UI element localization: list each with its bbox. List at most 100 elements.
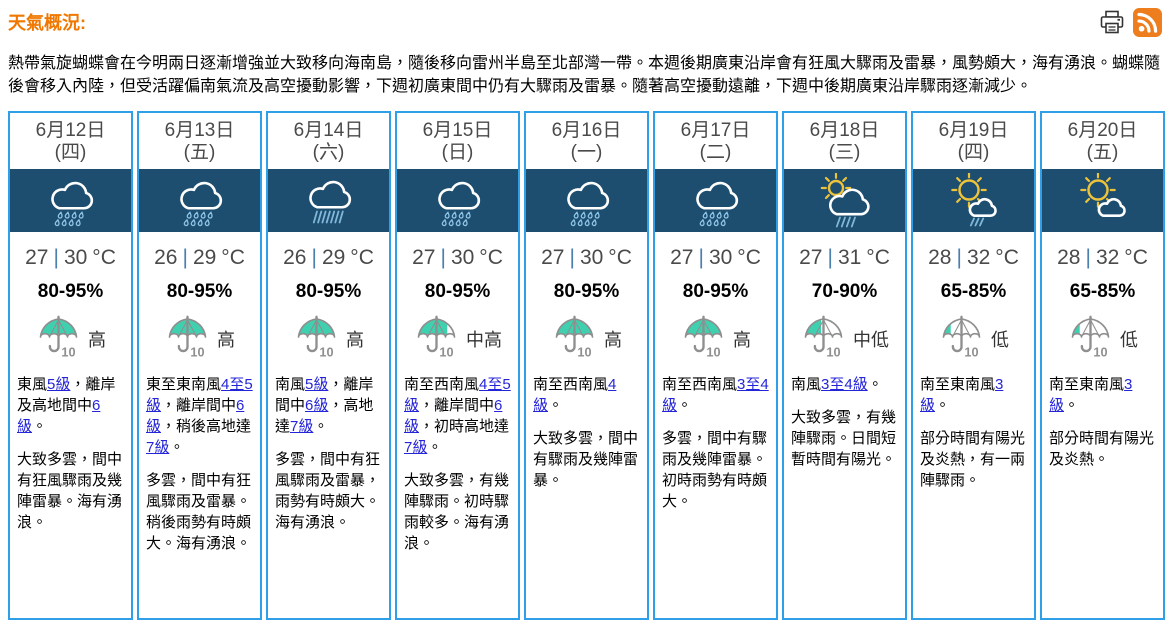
- psr-umbrella-icon: 10: [800, 314, 847, 364]
- wind-forecast: 南風3至4級。: [791, 376, 883, 393]
- weather-forecast: 大致多雲，有幾陣驟雨。初時驟雨較多。海有湧浪。: [404, 472, 510, 552]
- page: 天氣概況: 熱帶氣旋: [8, 6, 1165, 620]
- weather-forecast: 多雲，間中有狂風驟雨及雷暴，雨勢有時頗大。海有湧浪。: [275, 451, 381, 531]
- humidity-range: 70-90%: [811, 281, 878, 302]
- psr-umbrella-icon: 10: [35, 314, 82, 364]
- svg-text:10: 10: [826, 345, 840, 359]
- psr-row: 10 中高: [397, 313, 518, 365]
- psr-umbrella-icon: 10: [1067, 314, 1114, 364]
- humidity-range: 80-95%: [295, 281, 362, 302]
- wind-speed-link[interactable]: 4至5級: [146, 376, 253, 414]
- psr-label: 高: [217, 330, 235, 350]
- temperature-range: 27 | 30 °C: [526, 246, 647, 270]
- svg-text:10: 10: [1093, 345, 1107, 359]
- wind-speed-link[interactable]: 7級: [146, 439, 170, 456]
- wind-speed-link[interactable]: 6級: [146, 397, 245, 435]
- temp-separator: |: [53, 246, 59, 269]
- date-text: 6月19日: [938, 120, 1009, 141]
- weather-forecast: 多雲，間中有驟雨及幾陣雷暴。初時雨勢有時頗大。: [662, 430, 768, 510]
- date-text: 6月18日: [809, 120, 880, 141]
- psr-label: 高: [604, 330, 622, 350]
- wind-forecast: 南至西南風3至4級。: [662, 376, 769, 414]
- wind-speed-link[interactable]: 7級: [404, 439, 428, 456]
- psr-row: 10 高: [526, 313, 647, 365]
- humidity-range: 80-95%: [682, 281, 749, 302]
- umbrella-psr-icon: 10: [942, 315, 981, 360]
- umbrella-psr-icon: 10: [39, 315, 78, 360]
- weather-forecast: 大致多雲，間中有狂風驟雨及幾陣雷暴。海有湧浪。: [17, 451, 123, 531]
- temp-min: 27: [799, 246, 823, 269]
- rss-icon[interactable]: [1133, 8, 1162, 42]
- wind-speed-link[interactable]: 7級: [290, 418, 314, 435]
- wind-forecast: 東至東南風4至5級，離岸間中6級，稍後高地達7級。: [146, 376, 253, 456]
- svg-text:10: 10: [190, 345, 204, 359]
- temp-separator: |: [569, 246, 575, 269]
- date-header: 6月13日 (五): [139, 113, 260, 169]
- day-card: 6月12日 (四) 27 | 30 °C 80-95% 10 高 東風5級，離岸及高地…: [8, 111, 133, 620]
- psr-label: 高: [88, 330, 106, 350]
- day-card: 6月19日 (四) 28 | 32 °C 65-85% 10 低 南至東南風3級。 部…: [911, 111, 1036, 620]
- day-card: 6月17日 (二) 27 | 30 °C 80-95% 10 高 南至西南風3至4級。…: [653, 111, 778, 620]
- date-header: 6月14日 (六): [268, 113, 389, 169]
- temp-unit: °C: [92, 246, 116, 269]
- rain-icon: [695, 181, 738, 226]
- psr-label: 高: [733, 330, 751, 350]
- weekday-text: (二): [699, 142, 732, 163]
- wind-speed-link[interactable]: 4級: [533, 376, 617, 414]
- date-text: 6月14日: [293, 120, 364, 141]
- date-text: 6月12日: [35, 120, 106, 141]
- humidity-range: 80-95%: [553, 281, 620, 302]
- temp-min: 26: [283, 246, 307, 269]
- umbrella-psr-icon: 10: [168, 315, 207, 360]
- heavy-rain-icon: [308, 180, 351, 223]
- wind-speed-link[interactable]: 3級: [920, 376, 1004, 414]
- weekday-text: (五): [1086, 142, 1119, 163]
- weather-icon-band: [526, 169, 647, 232]
- temp-separator: |: [1085, 246, 1091, 269]
- temp-separator: |: [182, 246, 188, 269]
- psr-umbrella-icon: 10: [293, 314, 340, 364]
- temp-separator: |: [440, 246, 446, 269]
- date-header: 6月17日 (二): [655, 113, 776, 169]
- temp-max: 30: [63, 246, 88, 269]
- umbrella-psr-icon: 10: [684, 315, 723, 360]
- weather-icon-band: [784, 169, 905, 232]
- rain-icon: [437, 181, 480, 226]
- umbrella-psr-icon: 10: [555, 315, 594, 360]
- wind-speed-link[interactable]: 6級: [404, 397, 503, 435]
- top-action-icons: [1099, 8, 1162, 42]
- wind-speed-link[interactable]: 6級: [17, 397, 101, 435]
- weekday-text: (一): [570, 142, 603, 163]
- temp-unit: °C: [221, 246, 245, 269]
- wind-speed-link[interactable]: 3至4級: [662, 376, 769, 414]
- weekday-text: (四): [54, 142, 87, 163]
- temp-unit: °C: [479, 246, 503, 269]
- weather-forecast: 大致多雲，間中有驟雨及幾陣雷暴。: [533, 430, 639, 489]
- print-icon[interactable]: [1099, 10, 1125, 40]
- wind-speed-link[interactable]: 4至5級: [404, 376, 511, 414]
- temp-separator: |: [827, 246, 833, 269]
- temp-separator: |: [956, 246, 962, 269]
- wind-speed-link[interactable]: 3級: [1049, 376, 1133, 414]
- weather-icon-band: [10, 169, 131, 232]
- svg-text:10: 10: [61, 345, 75, 359]
- svg-text:10: 10: [964, 345, 978, 359]
- psr-row: 10 低: [913, 313, 1034, 365]
- topbar: 天氣概況:: [8, 6, 1165, 42]
- day-card: 6月20日 (五) 28 | 32 °C 65-85% 10 低 南至東南風3級。 部…: [1040, 111, 1165, 620]
- wind-speed-link[interactable]: 6級: [305, 397, 329, 414]
- sun-rain-icon: [950, 172, 997, 226]
- temp-max: 30: [708, 246, 733, 269]
- psr-label: 中低: [853, 330, 889, 350]
- wind-speed-link[interactable]: 5級: [305, 376, 329, 393]
- weather-icon-band: [268, 169, 389, 232]
- wind-speed-link[interactable]: 3至4級: [821, 376, 868, 393]
- svg-text:10: 10: [439, 345, 453, 359]
- temp-separator: |: [698, 246, 704, 269]
- wind-speed-link[interactable]: 5級: [47, 376, 71, 393]
- weather-forecast: 部分時間有陽光及炎熱，有一兩陣驟雨。: [920, 430, 1026, 489]
- weekday-text: (五): [183, 142, 216, 163]
- svg-text:10: 10: [319, 345, 333, 359]
- rain-icon: [179, 181, 222, 226]
- temperature-range: 26 | 29 °C: [268, 246, 389, 270]
